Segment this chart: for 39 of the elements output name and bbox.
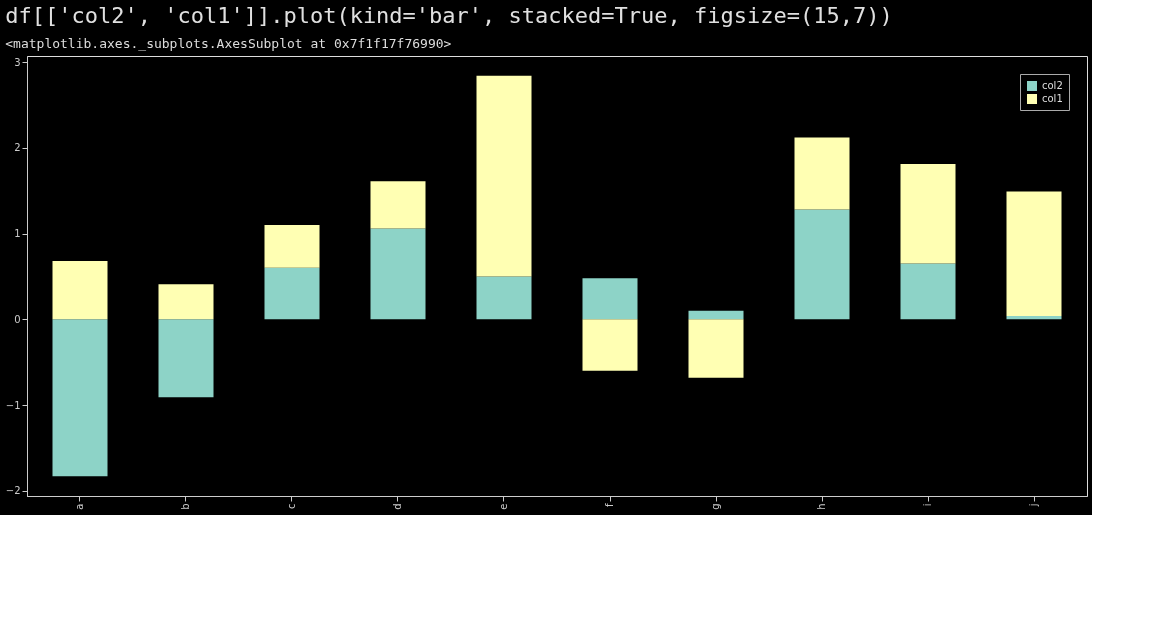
chart-title: df[['col2', 'col1']].plot(kind='bar', stacked=True, figsize=(15,7)) [5, 3, 893, 28]
bar [52, 319, 108, 477]
bar [900, 263, 956, 320]
bar [900, 164, 956, 264]
bar [264, 267, 320, 320]
bar [158, 284, 214, 320]
y-tick-label: 0 [14, 313, 21, 325]
bar [476, 276, 532, 320]
bar [582, 278, 638, 320]
bar [370, 181, 426, 229]
y-tick-label: 2 [14, 142, 21, 154]
bar [688, 319, 744, 378]
y-tick-label: −1 [5, 399, 21, 411]
x-tick-label: a [74, 503, 85, 510]
x-tick-label: g [710, 503, 721, 510]
chart-subtitle: <matplotlib.axes._subplots.AxesSubplot at 0x7f1f17f76990> [5, 36, 452, 51]
x-tick-label: h [816, 503, 827, 510]
legend-label: col1 [1042, 93, 1063, 104]
x-tick-label: j [1028, 503, 1039, 508]
bar [52, 260, 108, 320]
bar [264, 224, 320, 268]
y-tick-label: 1 [14, 228, 21, 240]
x-tick-label: c [286, 503, 297, 509]
bar [370, 228, 426, 320]
legend-label: col2 [1042, 80, 1063, 91]
x-tick-label: d [392, 503, 403, 510]
bar [1006, 191, 1062, 316]
y-tick-label: 3 [14, 56, 21, 68]
x-tick-label: b [180, 503, 191, 510]
bar [794, 209, 850, 320]
x-tick-label: i [922, 503, 933, 507]
bar [582, 319, 638, 371]
x-tick-label: e [498, 503, 509, 510]
y-tick-label: −2 [5, 485, 21, 497]
bar [158, 319, 214, 398]
bar [688, 310, 744, 320]
bar [794, 137, 850, 210]
bar [476, 75, 532, 277]
x-tick-label: f [604, 503, 615, 508]
